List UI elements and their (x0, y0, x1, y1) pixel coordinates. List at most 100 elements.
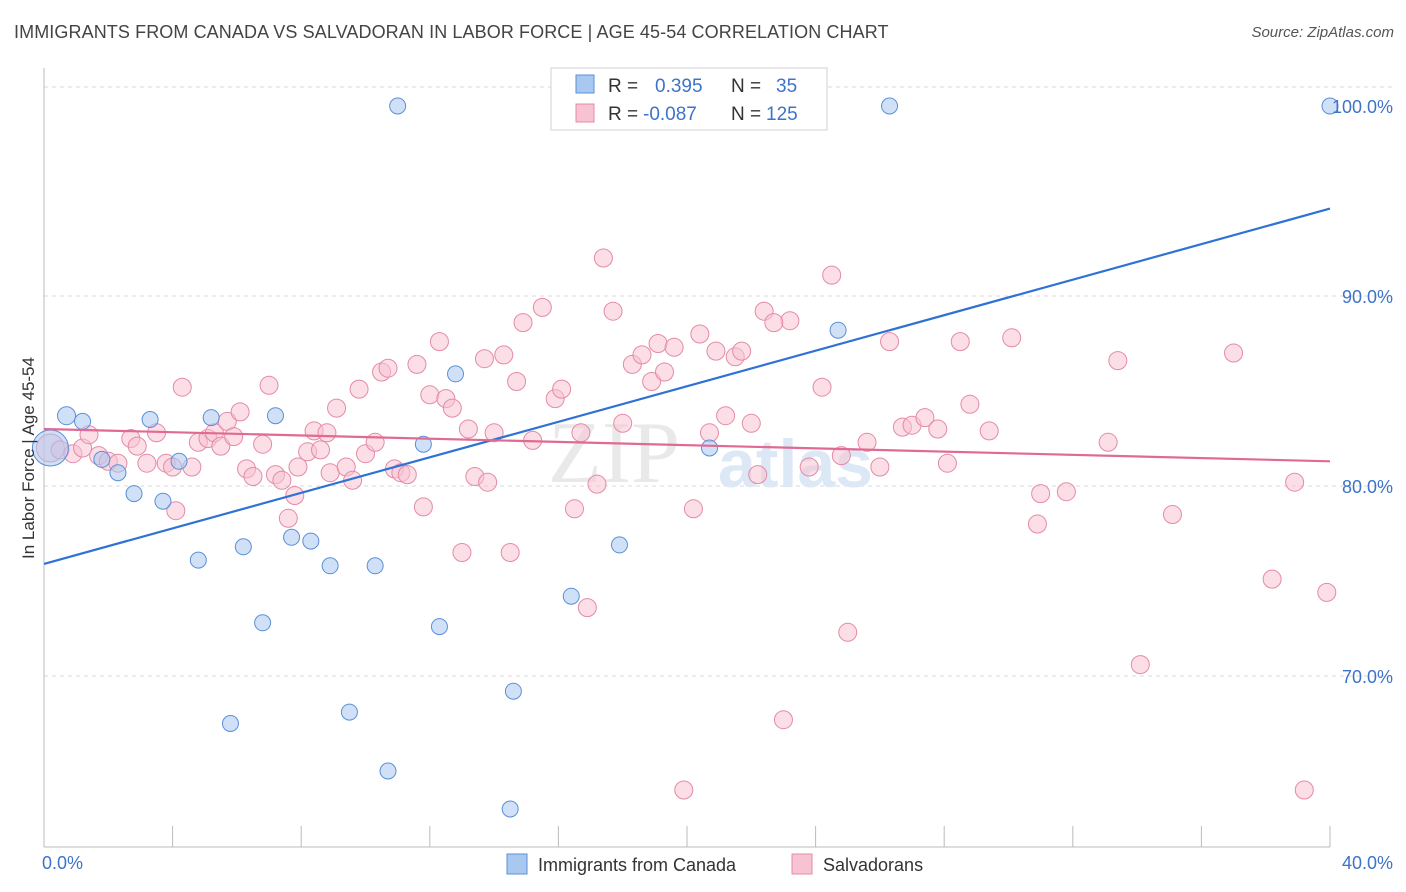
salvadoran-point (571, 423, 591, 443)
salvadoran-point (413, 497, 433, 517)
stats-legend-box (550, 67, 828, 131)
canada-point (254, 614, 272, 632)
salvadoran-point (706, 341, 726, 361)
x-tick-label: 40.0% (1342, 853, 1393, 873)
salvadoran-point (1002, 328, 1022, 348)
salvadoran-point (960, 394, 980, 414)
stats-legend: R = 0.395 N = 35 R = -0.087 N = 125 (550, 67, 828, 131)
bottom-legend-pink-label: Salvadorans (823, 855, 923, 875)
salvadoran-point (564, 499, 584, 519)
salvadoran-point (172, 377, 192, 397)
salvadoran-point (1262, 569, 1282, 589)
salvadoran-point (593, 248, 613, 268)
salvadoran-point (224, 427, 244, 447)
salvadoran-point (577, 598, 597, 618)
salvadoran-point (928, 419, 948, 439)
canada-point (154, 492, 172, 510)
legend-blue-swatch (575, 74, 595, 94)
canada-point (447, 365, 465, 383)
canada-point (221, 715, 239, 732)
salvadoran-point (857, 432, 877, 452)
salvadoran-point (1317, 582, 1337, 602)
canada-point (189, 551, 207, 569)
salvadoran-point (1031, 484, 1051, 504)
canada-point (141, 411, 159, 428)
salvadoran-trend-line (43, 427, 1331, 463)
salvadoran-point (327, 398, 347, 418)
salvadoran-point (349, 379, 369, 399)
salvadoran-point (741, 413, 761, 433)
legend-blue-r-value: 0.395 (655, 76, 703, 97)
legend-blue-r-label: R = (608, 76, 638, 97)
canada-point (562, 587, 580, 605)
x-tick-marks (43, 826, 1331, 847)
salvadoran-point (1294, 780, 1314, 800)
salvadoran-point (654, 362, 674, 382)
canada-point (340, 703, 358, 721)
salvadoran-point (664, 337, 684, 357)
canada-point (414, 435, 432, 453)
salvadoran-point (397, 465, 417, 485)
salvadoran-point (429, 332, 449, 352)
canada-point (170, 452, 188, 470)
salvadoran-point (683, 499, 703, 519)
y-axis-title: In Labor Force | Age 45-54 (19, 357, 38, 559)
y-tick-label: 80.0% (1342, 477, 1393, 497)
y-tick-label: 100.0% (1332, 97, 1393, 117)
salvadoran-point (732, 341, 752, 361)
canada-trend-line (43, 207, 1331, 565)
salvadoran-point (1098, 432, 1118, 452)
salvadoran-point (127, 436, 147, 456)
canada-point (202, 409, 220, 427)
canada-point (1321, 97, 1339, 115)
canada-point (266, 407, 284, 425)
salvadoran-point (272, 470, 292, 490)
salvadoran-point (507, 372, 527, 391)
salvadoran-point (915, 408, 935, 428)
canada-point (234, 538, 252, 556)
legend-blue-n-label: N = (731, 76, 761, 97)
canada-point (302, 532, 320, 550)
legend-pink-swatch (575, 103, 595, 123)
canada-point (57, 406, 77, 426)
salvadoran-point (1027, 514, 1047, 534)
salvadoran-point (716, 406, 736, 426)
bottom-legend-blue-label: Immigrants from Canada (538, 855, 737, 875)
salvadoran-point (674, 780, 694, 800)
salvadoran-point (137, 453, 157, 473)
salvadoran-point (458, 419, 478, 439)
canada-point (501, 800, 519, 818)
salvadoran-point (870, 457, 890, 477)
salvadoran-point (552, 379, 572, 399)
salvadoran-point (648, 334, 668, 353)
salvadoran-point (230, 402, 250, 422)
salvadoran-point (317, 423, 337, 443)
legend-pink-n-label: N = (731, 104, 761, 125)
series-legend: Immigrants from Canada Salvadorans (506, 853, 923, 875)
canada-point (610, 536, 628, 554)
bottom-legend-blue-swatch (506, 853, 528, 875)
salvadoran-point (513, 313, 533, 333)
salvadoran-point (166, 501, 186, 521)
salvadoran-point (1224, 343, 1244, 363)
salvadoran-point (603, 301, 623, 321)
grid-layer (44, 86, 1395, 677)
salvadoran-point (500, 543, 520, 562)
salvadoran-point (937, 453, 957, 473)
salvadoran-point (378, 358, 398, 378)
salvadoran-point (407, 354, 427, 374)
salvadoran-point (478, 472, 498, 492)
y-tick-label: 70.0% (1342, 667, 1393, 687)
canada-point (430, 618, 448, 636)
canada-point (74, 412, 92, 430)
canada-point (125, 485, 143, 503)
salvadoran-point (259, 375, 279, 395)
salvadoran-point (452, 543, 472, 562)
salvadoran-point (532, 297, 552, 317)
canada-point (701, 439, 719, 457)
salvadoran-point (831, 446, 851, 466)
canada-point (829, 321, 847, 339)
salvadoran-point (278, 508, 298, 528)
salvadoran-point (780, 311, 800, 331)
